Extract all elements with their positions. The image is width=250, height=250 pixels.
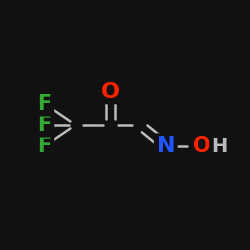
Text: O: O — [101, 82, 120, 102]
Text: F: F — [38, 94, 52, 114]
Text: N: N — [156, 136, 175, 156]
Text: O: O — [193, 136, 210, 156]
Text: H: H — [211, 136, 227, 156]
Text: F: F — [38, 115, 52, 135]
Text: F: F — [38, 136, 52, 156]
